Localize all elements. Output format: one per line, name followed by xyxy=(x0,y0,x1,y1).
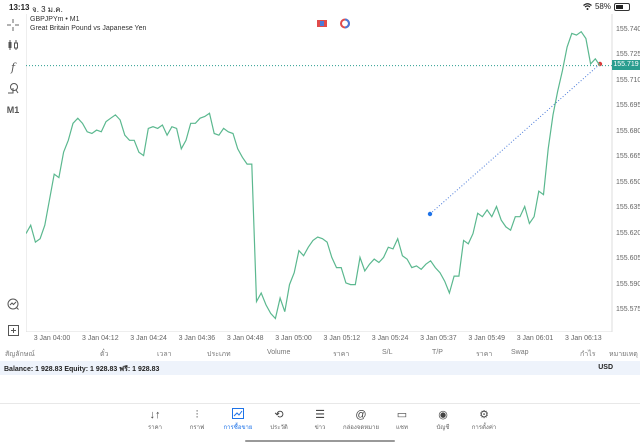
nav-trade[interactable]: การซื้อขาย xyxy=(218,408,258,432)
mail-at-icon: @ xyxy=(355,409,367,421)
price-tick-label: 155.725 xyxy=(616,51,640,59)
col-profit[interactable]: กำไร xyxy=(580,351,596,358)
col-time[interactable]: เวลา xyxy=(157,351,172,358)
indicators-candlestick-icon[interactable] xyxy=(4,37,22,53)
chart-search-icon[interactable] xyxy=(4,296,22,312)
time-tick-label: 3 Jan 06:01 xyxy=(516,335,554,342)
nav-account[interactable]: ◉ บัญชี xyxy=(423,408,463,432)
balance-summary: Balance: 1 928.83 Equity: 1 928.83 ฟรี: … xyxy=(4,366,160,373)
time-tick-label: 3 Jan 04:24 xyxy=(130,335,167,342)
time-tick-label: 3 Jan 05:37 xyxy=(420,335,457,342)
price-tick-label: 155.710 xyxy=(616,76,640,84)
col-swap[interactable]: Swap xyxy=(511,349,529,356)
chat-bubble-icon: ▭ xyxy=(396,409,408,421)
chart-toolbar: f M1 xyxy=(0,14,26,344)
col-type[interactable]: ประเภท xyxy=(207,351,231,358)
price-chart[interactable]: GBPJPYm • M1 Great Britain Pound vs Japa… xyxy=(26,14,640,332)
time-tick-label: 3 Jan 05:00 xyxy=(275,335,312,342)
status-time: 13:13 xyxy=(9,3,30,12)
crosshair-icon[interactable] xyxy=(4,17,22,33)
col-sl[interactable]: S/L xyxy=(382,349,393,356)
col-volume[interactable]: Volume xyxy=(267,349,291,356)
chart-header: GBPJPYm • M1 Great Britain Pound vs Japa… xyxy=(30,15,146,33)
symbol-description: Great Britain Pound vs Japanese Yen xyxy=(30,25,147,32)
trade-chart-icon xyxy=(218,408,258,422)
status-indicators: 58% xyxy=(583,2,630,11)
history-clock-icon: ⟲ xyxy=(274,409,284,421)
quotes-arrows-icon: ↓↑ xyxy=(149,409,161,421)
battery-icon xyxy=(614,2,630,11)
account-currency: USD xyxy=(598,364,613,371)
status-bar: 13:13 จ. 3 ม.ค. 58% xyxy=(0,0,640,14)
bottom-nav: ↓↑ ราคา ⫶ กราฟ การซื้อขาย ⟲ ประวัติ ☰ ข่าว @… xyxy=(0,403,640,448)
time-tick-label: 3 Jan 06:13 xyxy=(565,335,602,342)
nav-chart[interactable]: ⫶ กราฟ xyxy=(177,408,217,432)
nav-mailbox[interactable]: @ กล่องจดหมาย xyxy=(342,409,380,431)
settings-gear-icon: ⚙ xyxy=(479,409,489,421)
wifi-icon xyxy=(583,3,592,10)
account-balance-bar: Balance: 1 928.83 Equity: 1 928.83 ฟรี: … xyxy=(0,361,640,375)
trendline-start-handle xyxy=(427,211,433,217)
time-tick-label: 3 Jan 04:12 xyxy=(82,335,119,342)
col-price[interactable]: ราคา xyxy=(476,351,493,358)
price-tick-label: 155.665 xyxy=(616,153,640,161)
current-price-tag: 155.719 xyxy=(612,60,640,70)
time-tick-label: 3 Jan 04:48 xyxy=(226,335,264,342)
status-date: จ. 3 ม.ค. xyxy=(32,5,63,14)
price-tick-label: 155.575 xyxy=(616,306,640,313)
objects-shapes-icon[interactable] xyxy=(4,80,22,96)
chart-canvas xyxy=(26,14,613,332)
col-open-price[interactable]: ราคา xyxy=(333,351,350,358)
time-tick-label: 3 Jan 05:12 xyxy=(323,335,361,342)
price-tick-label: 155.635 xyxy=(616,204,640,212)
price-tick-label: 155.680 xyxy=(616,127,640,135)
col-comment[interactable]: หมายเหตุ xyxy=(609,351,638,358)
price-tick-label: 155.740 xyxy=(616,26,640,33)
time-tick-label: 3 Jan 04:36 xyxy=(178,335,216,342)
price-tick-label: 155.620 xyxy=(616,229,640,237)
price-tick-label: 155.650 xyxy=(616,178,640,186)
nav-history[interactable]: ⟲ ประวัติ xyxy=(259,408,299,432)
nav-quotes[interactable]: ↓↑ ราคา xyxy=(135,408,175,432)
candlestick-icon: ⫶ xyxy=(195,409,199,421)
price-tick-label: 155.695 xyxy=(616,102,640,110)
functions-icon[interactable]: f xyxy=(10,60,16,74)
time-tick-label: 3 Jan 04:00 xyxy=(33,335,71,342)
price-line xyxy=(26,30,601,320)
battery-percent: 58% xyxy=(594,2,611,11)
time-tick-label: 3 Jan 05:49 xyxy=(468,335,505,342)
positions-table-header: สัญลักษณ์ ตั๋ว เวลา ประเภท Volume ราคา S… xyxy=(0,346,640,360)
home-indicator[interactable] xyxy=(245,440,395,442)
nav-settings[interactable]: ⚙ การตั้งค่า xyxy=(464,408,504,432)
col-symbol[interactable]: สัญลักษณ์ xyxy=(5,351,35,358)
col-tp[interactable]: T/P xyxy=(432,349,443,356)
price-tick-label: 155.590 xyxy=(616,280,640,288)
account-user-icon: ◉ xyxy=(438,409,448,421)
price-tick-label: 155.605 xyxy=(616,255,640,263)
news-icon: ☰ xyxy=(315,409,325,421)
add-chart-icon[interactable] xyxy=(4,322,22,338)
symbol-label: GBPJPYm • M1 xyxy=(30,16,80,23)
col-ticket[interactable]: ตั๋ว xyxy=(100,351,109,358)
timeframe-button[interactable]: M1 xyxy=(6,105,20,115)
nav-chat[interactable]: ▭ แชท xyxy=(382,408,422,432)
nav-news[interactable]: ☰ ข่าว xyxy=(300,408,340,432)
time-tick-label: 3 Jan 05:24 xyxy=(371,335,409,342)
trendline-end-handle xyxy=(597,61,603,67)
trendline xyxy=(429,63,601,215)
